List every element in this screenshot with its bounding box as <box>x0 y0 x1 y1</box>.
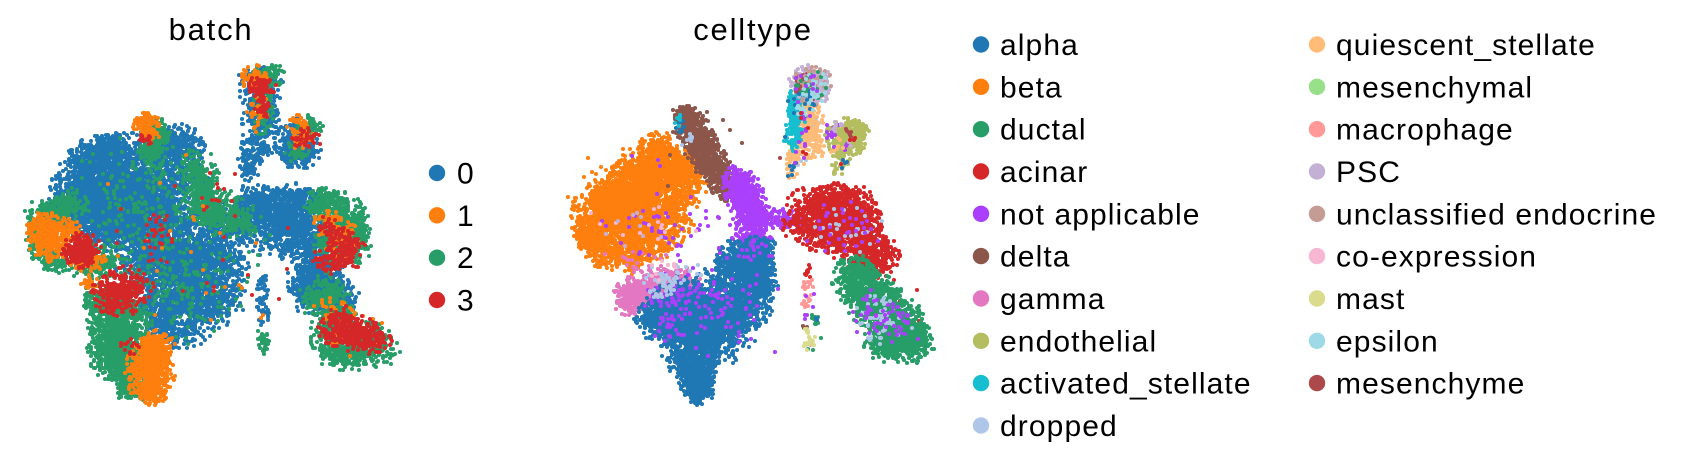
svg-text:ductal: ductal <box>1000 114 1087 147</box>
svg-text:delta: delta <box>1000 241 1071 274</box>
svg-text:macrophage: macrophage <box>1336 114 1514 147</box>
svg-text:2: 2 <box>457 242 475 275</box>
svg-text:acinar: acinar <box>1000 156 1088 189</box>
svg-text:celltype: celltype <box>693 12 813 47</box>
svg-text:activated_stellate: activated_stellate <box>1000 368 1252 401</box>
svg-text:mesenchyme: mesenchyme <box>1336 368 1525 401</box>
svg-text:3: 3 <box>457 285 475 318</box>
svg-text:batch: batch <box>169 12 254 47</box>
svg-text:1: 1 <box>457 200 475 233</box>
svg-text:endothelial: endothelial <box>1000 325 1157 358</box>
svg-text:alpha: alpha <box>1000 29 1079 62</box>
svg-text:epsilon: epsilon <box>1336 325 1439 358</box>
svg-text:PSC: PSC <box>1336 156 1401 189</box>
svg-text:co-expression: co-expression <box>1336 241 1537 274</box>
svg-text:quiescent_stellate: quiescent_stellate <box>1336 29 1596 62</box>
svg-text:not applicable: not applicable <box>1000 198 1201 231</box>
svg-text:gamma: gamma <box>1000 283 1106 316</box>
svg-text:unclassified endocrine: unclassified endocrine <box>1336 198 1657 231</box>
svg-text:beta: beta <box>1000 71 1063 104</box>
svg-text:0: 0 <box>457 158 475 191</box>
svg-text:mast: mast <box>1336 283 1405 316</box>
svg-text:dropped: dropped <box>1000 410 1118 443</box>
svg-text:mesenchymal: mesenchymal <box>1336 71 1533 104</box>
